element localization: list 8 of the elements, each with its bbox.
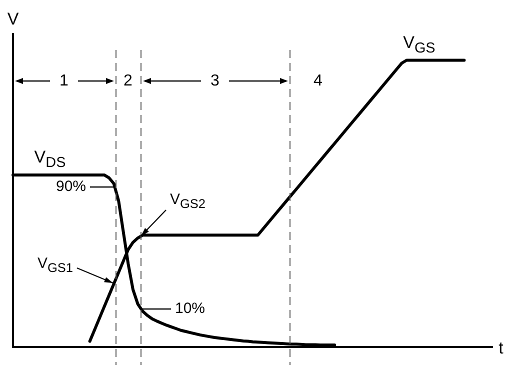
annotation: 3	[210, 72, 220, 90]
annotation: 90%	[56, 178, 86, 196]
y-axis-title: V	[7, 10, 20, 29]
annotation: 1	[60, 72, 69, 90]
annotation: 4	[314, 72, 323, 90]
x-axis-title: t	[498, 338, 504, 358]
annotation: 10%	[175, 300, 206, 318]
annotation: 2	[124, 72, 133, 90]
